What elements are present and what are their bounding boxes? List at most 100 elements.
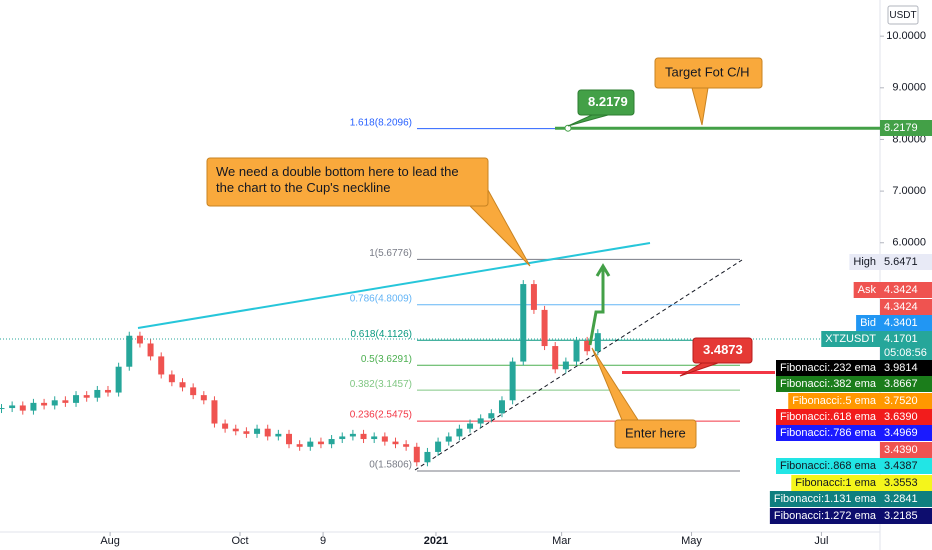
- tag-name: Fibonacci:.232 ema: [780, 362, 877, 374]
- tag-name: Fibonacci:1 ema: [795, 477, 877, 489]
- candle-body: [19, 405, 26, 411]
- candle-body: [552, 346, 559, 370]
- candle-body: [94, 389, 101, 398]
- fib-label: 0.786(4.8009): [350, 293, 412, 304]
- candle-body: [498, 400, 505, 414]
- price-tag: [880, 254, 932, 270]
- currency-badge[interactable]: [887, 5, 919, 25]
- price-tag: [880, 315, 932, 331]
- price-tag-label: 4.3424: [884, 301, 918, 313]
- x-tick-label: Jul: [814, 535, 828, 547]
- tag-name: Ask: [858, 284, 877, 296]
- fib-label: 0.382(3.1457): [350, 379, 412, 390]
- candle-body: [136, 335, 143, 344]
- x-tick-label: May: [681, 535, 702, 547]
- tag-name: Fibonacci:.382 ema: [780, 378, 877, 390]
- stop-callout-box: [692, 337, 753, 364]
- dashed-diagonal: [414, 259, 743, 471]
- tag-name: XTZUSDT: [825, 333, 876, 345]
- candle-body: [115, 366, 122, 393]
- candle-body: [403, 444, 410, 447]
- candle-body: [126, 335, 133, 367]
- candle-body: [9, 405, 16, 409]
- price-tag-label: 3.6390: [884, 411, 918, 423]
- candle-body: [584, 340, 591, 352]
- x-tick-label: 9: [320, 535, 326, 547]
- tag-name-bg: [853, 282, 880, 298]
- price-tag: [880, 409, 932, 425]
- candle-body: [381, 436, 388, 442]
- candle-body: [264, 428, 271, 437]
- candle-body: [41, 402, 48, 406]
- candle-body: [286, 433, 293, 445]
- candle-body: [0, 408, 5, 410]
- candle-body: [541, 309, 548, 347]
- candle-body: [254, 428, 261, 434]
- target-anchor: [564, 124, 572, 132]
- price-tag: [880, 508, 932, 524]
- price-tag: [880, 491, 932, 507]
- price-tag-label: 4.1701: [884, 333, 918, 345]
- candle-body: [371, 436, 378, 440]
- candle-body: [275, 433, 282, 437]
- candle-body: [435, 441, 442, 452]
- fib-label: 0.618(4.1126): [350, 329, 412, 340]
- candle-body: [445, 436, 452, 442]
- candle-body: [30, 402, 37, 411]
- target-price-callout-text: 8.2179: [588, 94, 628, 109]
- tag-name: Bid: [860, 317, 876, 329]
- price-tag: [880, 331, 932, 347]
- tag-name-bg: [849, 254, 880, 270]
- candle-body: [317, 441, 324, 445]
- tag-name-bg: [776, 376, 880, 392]
- candle-body: [488, 413, 495, 419]
- price-tag: [880, 425, 932, 441]
- x-tick-label: Mar: [552, 535, 571, 547]
- candle-body: [232, 428, 239, 432]
- tag-name: High: [853, 256, 876, 268]
- y-tick-label: 6.0000: [892, 237, 926, 249]
- candle-body: [147, 343, 154, 357]
- tag-name-bg: [776, 409, 880, 425]
- price-tag-label: 3.7520: [884, 395, 918, 407]
- note-callout-text: We need a double bottom here to lead the…: [216, 164, 459, 195]
- fib-label: 0(1.5806): [369, 460, 412, 471]
- x-tick-label: Aug: [100, 535, 120, 547]
- price-tag-label: 3.2185: [884, 510, 918, 522]
- tag-name: Fibonacci:.5 ema: [792, 395, 877, 407]
- candle-body: [477, 418, 484, 424]
- candle-body: [51, 400, 58, 406]
- price-tag-label: 3.9814: [884, 362, 918, 374]
- y-tick-label: 7.0000: [892, 185, 926, 197]
- price-tag: [880, 360, 932, 376]
- price-tag: [880, 475, 932, 491]
- tag-name: Fibonacci:1.131 ema: [774, 493, 877, 505]
- x-tick-label: Oct: [231, 535, 248, 547]
- candle-body: [190, 387, 197, 396]
- entry-callout-text: Enter here: [625, 425, 686, 440]
- price-tag: [880, 299, 932, 315]
- price-tag-label: 4.3424: [884, 284, 918, 296]
- tag-name-bg: [856, 315, 880, 331]
- tag-name: Fibonacci:.618 ema: [780, 411, 877, 423]
- price-tag-label: 3.2841: [884, 493, 918, 505]
- target-callout-text: Target Fot C/H: [665, 64, 750, 79]
- tag-name: Fibonacci:.868 ema: [780, 460, 877, 472]
- tag-name-bg: [788, 393, 880, 409]
- price-tag-label: 4.3401: [884, 317, 918, 329]
- x-tick-label: 2021: [424, 535, 448, 547]
- entry-callout-box: [614, 419, 697, 449]
- candle-body: [594, 333, 601, 352]
- candle-body: [456, 428, 463, 437]
- candle-body: [467, 423, 474, 429]
- candle-body: [562, 361, 569, 370]
- candle-body: [413, 446, 420, 463]
- tag-name-bg: [776, 458, 880, 474]
- fib-label: 0.236(2.5475): [350, 410, 412, 421]
- candle-body: [62, 400, 69, 403]
- note-callout-box: [206, 157, 489, 207]
- price-tag: [880, 376, 932, 392]
- target-price-callout-box: [577, 89, 635, 116]
- trend-line: [137, 242, 651, 329]
